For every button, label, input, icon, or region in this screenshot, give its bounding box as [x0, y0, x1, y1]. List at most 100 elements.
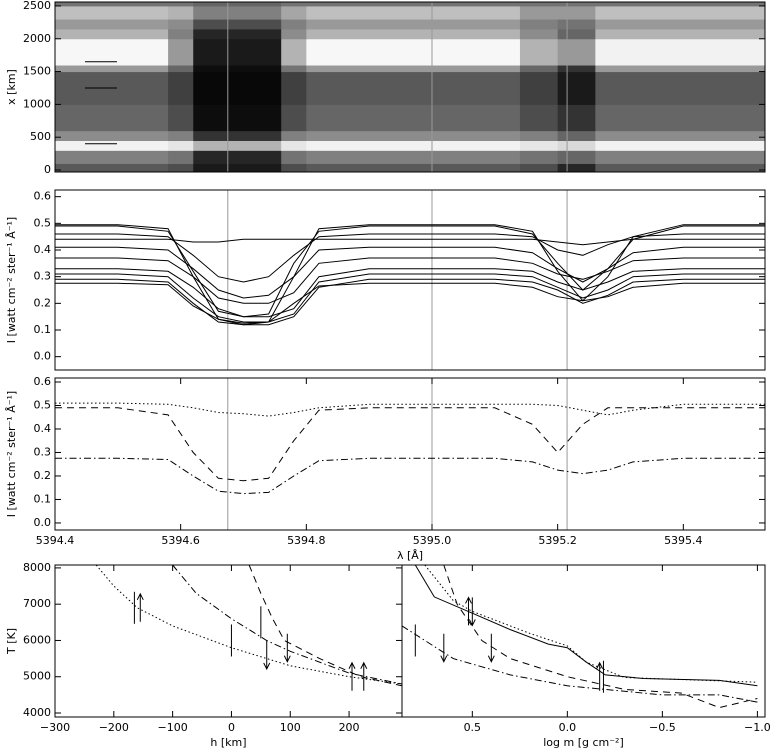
heat-cell — [168, 19, 194, 30]
series-line — [401, 625, 758, 703]
heat-cell — [168, 163, 194, 173]
y-tick-label: 0.1 — [34, 492, 52, 505]
heat-cell — [55, 2, 169, 7]
heat-cell — [595, 163, 766, 173]
x-tick-label: 200 — [339, 721, 360, 734]
marker-up — [360, 661, 368, 691]
heat-cell — [595, 19, 766, 30]
heat-cell — [595, 130, 766, 141]
heat-cell — [281, 104, 307, 132]
y-tick-label: 0.2 — [34, 469, 52, 482]
heat-cell — [168, 2, 194, 7]
heat-cell — [193, 163, 282, 173]
heat-cell — [55, 140, 169, 151]
y-axis-label: x [km] — [5, 69, 18, 105]
heat-cell — [55, 28, 169, 40]
series-line — [55, 282, 765, 324]
heat-cell — [281, 140, 307, 151]
x-axis-label: λ [Å] — [397, 549, 423, 562]
x-tick-label: 5395.0 — [413, 534, 452, 547]
y-tick-label: 7000 — [23, 597, 51, 610]
x-tick-label: −100 — [158, 721, 188, 734]
heat-cell — [193, 19, 282, 30]
heat-cell — [306, 38, 521, 66]
heat-cell — [281, 28, 307, 40]
heat-cell — [519, 130, 559, 141]
plot-frame — [54, 377, 766, 531]
heat-cell — [281, 65, 307, 73]
series-line — [172, 564, 403, 685]
heat-cell — [595, 140, 766, 151]
y-tick-label: 0.0 — [34, 516, 52, 529]
heat-cell — [557, 71, 596, 105]
heat-cell — [168, 5, 194, 20]
x-tick-label: 0.0 — [559, 721, 577, 734]
x-tick-label: 0.5 — [464, 721, 482, 734]
y-tick-label: 8000 — [23, 561, 51, 574]
heat-cell — [281, 150, 307, 164]
series-line — [55, 402, 765, 417]
heat-cell — [557, 163, 596, 173]
heat-cell — [557, 5, 596, 20]
y-tick-label: 0 — [44, 163, 51, 176]
marker-up — [136, 592, 144, 622]
heat-cell — [306, 2, 521, 7]
heat-cell — [168, 71, 194, 105]
heat-cell — [193, 65, 282, 73]
heat-cell — [595, 71, 766, 105]
x-tick-label: 5394.6 — [161, 534, 200, 547]
heat-cell — [306, 104, 521, 132]
heat-cell — [55, 150, 169, 164]
y-axis-label: I [watt cm⁻² ster⁻¹ Å⁻¹] — [5, 391, 18, 517]
x-tick-label: −1.0 — [744, 721, 771, 734]
heat-cell — [168, 38, 194, 66]
heat-cell — [55, 5, 169, 20]
heat-cell — [168, 104, 194, 132]
x-tick-label: 5395.4 — [664, 534, 703, 547]
heat-cell — [306, 71, 521, 105]
x-tick-label: −0.5 — [649, 721, 676, 734]
heat-cell — [306, 28, 521, 40]
series-line — [55, 238, 765, 246]
heat-cell — [557, 140, 596, 151]
heat-cell — [55, 130, 169, 141]
series-line — [95, 564, 403, 685]
series-line — [55, 278, 765, 326]
y-tick-label: 2000 — [23, 32, 51, 45]
heat-cell — [168, 140, 194, 151]
y-tick-label: 0.3 — [34, 270, 52, 283]
heat-cell — [55, 163, 169, 173]
heat-cell — [193, 38, 282, 66]
heat-cell — [168, 65, 194, 73]
x-axis-label: log m [g cm⁻²] — [543, 736, 624, 749]
series-line — [55, 407, 765, 482]
series-line — [55, 273, 765, 323]
heat-cell — [281, 19, 307, 30]
marker-down — [263, 640, 271, 671]
heat-cell — [519, 163, 559, 173]
y-axis-label: I [watt cm⁻² ster⁻¹ Å⁻¹] — [5, 217, 18, 343]
heat-cell — [306, 163, 521, 173]
series-line — [414, 564, 758, 687]
marker-up — [465, 596, 472, 626]
heat-cell — [557, 130, 596, 141]
marker-up — [596, 661, 604, 691]
heat-cell — [281, 2, 307, 7]
series-line — [55, 257, 765, 304]
heat-cell — [557, 2, 596, 7]
y-tick-label: 500 — [30, 130, 51, 143]
heat-cell — [519, 104, 559, 132]
heat-cell — [193, 104, 282, 132]
heat-cell — [519, 150, 559, 164]
x-tick-label: 0 — [228, 721, 235, 734]
plot-frame — [54, 1, 766, 173]
y-tick-label: 0.2 — [34, 296, 52, 309]
heat-cell — [55, 38, 169, 66]
plot-frame — [54, 564, 403, 718]
heat-cell — [519, 65, 559, 73]
series-line — [55, 457, 765, 495]
heat-cell — [193, 130, 282, 141]
heat-cell — [193, 5, 282, 20]
heat-cell — [55, 104, 169, 132]
heat-cell — [281, 38, 307, 66]
